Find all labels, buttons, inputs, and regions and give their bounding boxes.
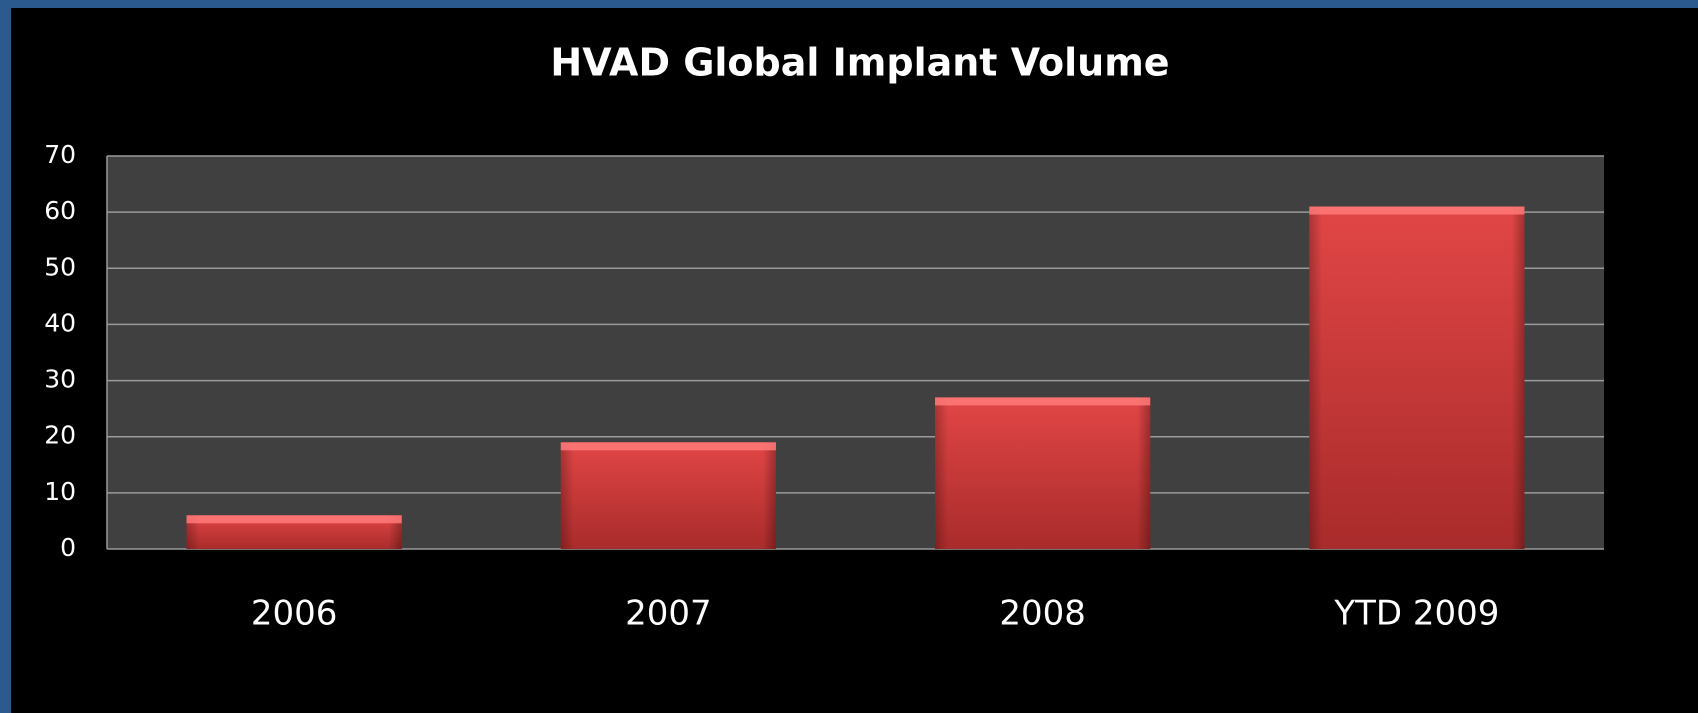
x-tick-label: 2008 — [999, 594, 1086, 634]
y-tick-label: 0 — [60, 533, 76, 562]
y-tick-label: 20 — [44, 421, 76, 450]
bar — [186, 515, 402, 549]
bar-shade — [935, 397, 1151, 549]
y-tick-label: 10 — [44, 477, 76, 506]
x-tick-label: 2007 — [625, 594, 712, 634]
bar-bevel — [560, 442, 776, 451]
y-tick-label: 70 — [44, 140, 76, 169]
y-tick-label: 30 — [44, 365, 76, 394]
x-tick-label: 2006 — [251, 594, 338, 634]
bar — [1309, 206, 1525, 549]
bar-shade — [560, 442, 776, 549]
bar — [560, 442, 776, 549]
y-tick-label: 50 — [44, 252, 76, 281]
bar — [935, 397, 1151, 549]
bar-shade — [1309, 206, 1525, 549]
bar-bevel — [1309, 206, 1525, 215]
chart-title: HVAD Global Implant Volume — [550, 41, 1169, 85]
y-tick-label: 40 — [44, 308, 76, 337]
bar-bevel — [935, 397, 1151, 406]
y-tick-label: 60 — [44, 196, 76, 225]
x-tick-label: YTD 2009 — [1333, 594, 1499, 634]
bar-bevel — [186, 515, 402, 524]
